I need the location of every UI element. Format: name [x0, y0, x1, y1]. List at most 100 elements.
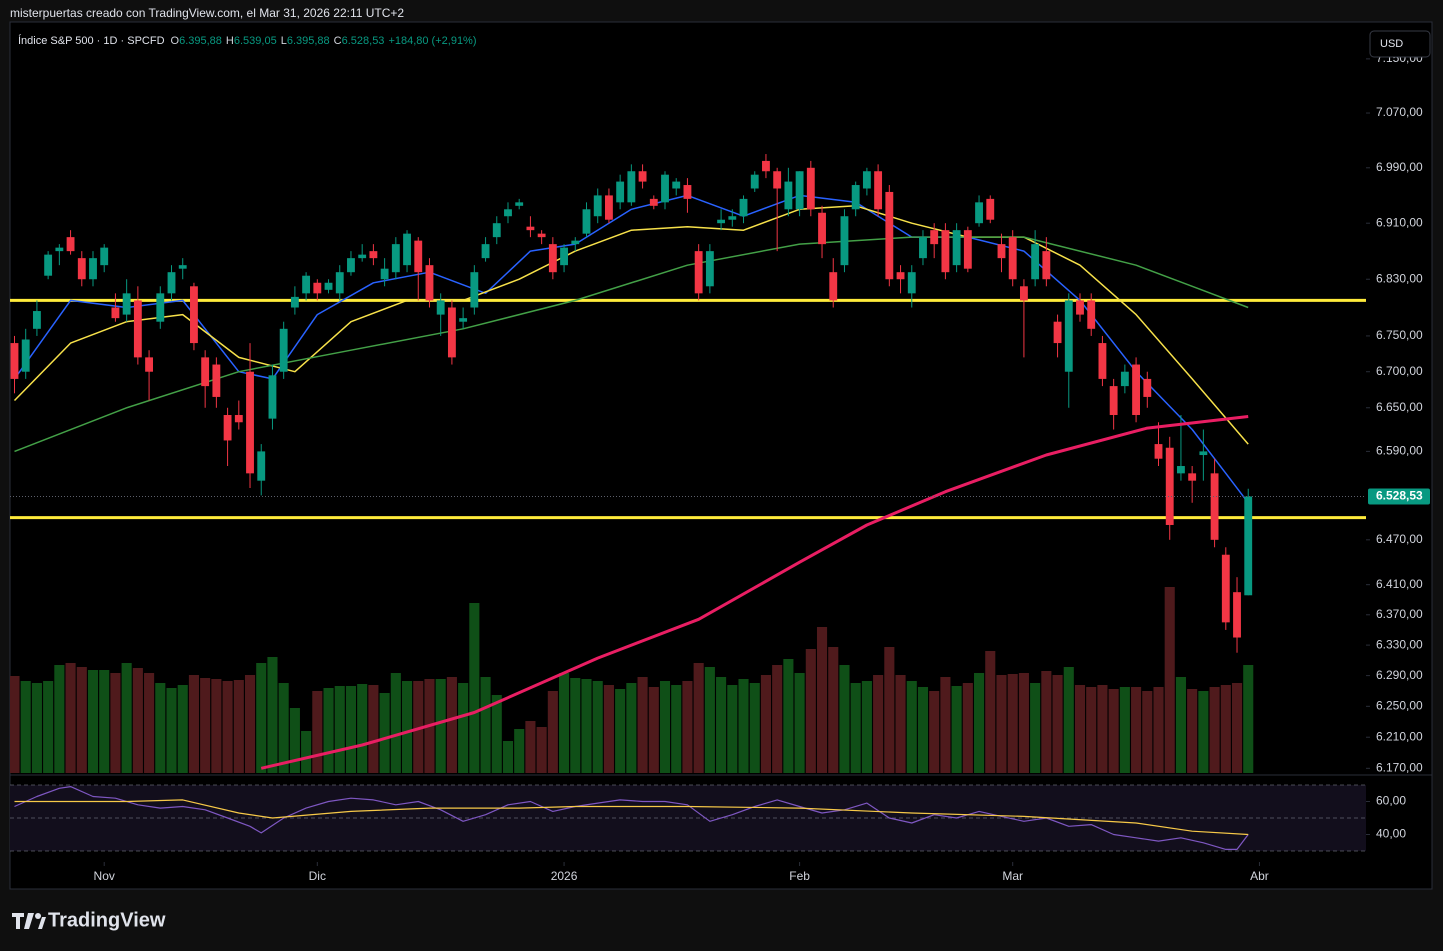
volume-bar: [1052, 675, 1063, 773]
volume-bar: [682, 681, 693, 773]
candle-body: [504, 209, 512, 217]
volume-bar: [289, 708, 300, 773]
volume-bar: [20, 681, 31, 773]
logo-shape: [35, 913, 41, 919]
candle-body: [694, 251, 703, 294]
volume-bar: [1243, 665, 1254, 773]
volume-bar: [1108, 689, 1119, 773]
volume-bar: [783, 659, 794, 773]
candle-body: [829, 272, 838, 301]
volume-bar: [1074, 685, 1086, 773]
volume-bar: [1153, 687, 1164, 773]
candle-body: [391, 244, 400, 273]
y-tick-label: 6.470,00: [1376, 532, 1423, 546]
candle-body: [571, 240, 580, 245]
volume-bar: [1063, 667, 1074, 773]
candle-body: [941, 230, 950, 273]
candle-body: [302, 275, 311, 294]
volume-bar: [839, 665, 850, 773]
volume-bar: [1164, 587, 1175, 773]
volume-bar: [693, 663, 704, 773]
candle-body: [246, 371, 254, 474]
volume-bar: [121, 663, 132, 773]
volume-bar: [794, 673, 805, 773]
candle-body: [739, 198, 748, 217]
volume-bar: [65, 663, 76, 773]
candle-body: [616, 181, 625, 203]
volume-bar: [312, 691, 323, 773]
candle-body: [324, 282, 333, 290]
candle-body: [1120, 371, 1129, 387]
candle-body: [1221, 554, 1230, 623]
volume-bar: [480, 677, 491, 773]
candle-body: [89, 258, 97, 280]
volume-bar: [502, 741, 514, 773]
candle-body: [728, 216, 737, 220]
candle-body: [358, 254, 367, 259]
candle-body: [335, 272, 344, 294]
volume-bar: [155, 683, 166, 773]
x-tick-label: 2026: [551, 869, 578, 883]
candle-body: [818, 212, 826, 245]
volume-bar: [345, 686, 357, 773]
volume-bar: [1142, 691, 1153, 773]
candle-body: [762, 160, 770, 172]
indicator-line: [14, 236, 1249, 453]
candle-body: [627, 171, 636, 203]
x-tick-label: Nov: [94, 869, 115, 883]
volume-bar: [559, 673, 570, 773]
volume-bar: [536, 727, 547, 773]
last-price-label: 6.528,53: [1376, 489, 1423, 503]
volume-bar: [233, 680, 244, 773]
volume-bar: [626, 683, 637, 773]
rsi-tick-label: 60,00: [1376, 794, 1406, 808]
candle-body: [459, 318, 468, 322]
volume-bar: [43, 681, 54, 773]
indicator-line: [14, 786, 1249, 850]
volume-bar: [54, 665, 65, 773]
volume-bar: [301, 731, 312, 773]
candle-body: [100, 247, 109, 266]
volume-bar: [570, 678, 581, 773]
volume-bar: [446, 677, 457, 773]
candle-body: [21, 339, 30, 372]
candle-body: [447, 307, 456, 358]
y-tick-label: 6.290,00: [1376, 668, 1423, 682]
y-tick-label: 6.330,00: [1376, 637, 1423, 651]
volume-bar: [917, 687, 929, 773]
candle-body: [290, 296, 299, 308]
candle-body: [32, 311, 41, 329]
candle-body: [1031, 244, 1040, 280]
legend-change: +184,80 (+2,91%): [388, 35, 476, 47]
volume-bar: [1097, 685, 1108, 773]
volume-bar: [76, 667, 87, 773]
volume-bar: [1030, 683, 1041, 773]
candle-body: [649, 198, 658, 206]
candle-body: [470, 272, 479, 308]
candle-body: [784, 181, 793, 210]
volume-bar: [547, 691, 558, 773]
volume-bar: [1209, 687, 1220, 773]
legend-value: 6.395,88: [287, 35, 330, 47]
x-tick-label: Abr: [1250, 869, 1269, 883]
legend-key: O: [171, 35, 180, 47]
volume-bar: [177, 685, 188, 773]
y-tick-label: 6.410,00: [1376, 577, 1423, 591]
currency-button[interactable]: [1369, 30, 1431, 58]
volume-bar: [1187, 689, 1198, 773]
candle-body: [414, 240, 423, 273]
candle-body: [403, 233, 411, 266]
volume-bar: [727, 685, 738, 773]
candle-body: [638, 171, 647, 182]
candle-body: [1188, 473, 1197, 481]
volume-bar: [323, 688, 334, 773]
candle-body: [1199, 451, 1208, 456]
candle-body: [122, 293, 131, 315]
logo-shape: [12, 913, 24, 929]
candle-body: [750, 174, 759, 189]
candle-body: [111, 307, 120, 319]
y-tick-label: 6.170,00: [1376, 760, 1423, 774]
y-tick-label: 6.910,00: [1376, 215, 1423, 229]
rsi-tick-label: 40,00: [1376, 827, 1406, 841]
